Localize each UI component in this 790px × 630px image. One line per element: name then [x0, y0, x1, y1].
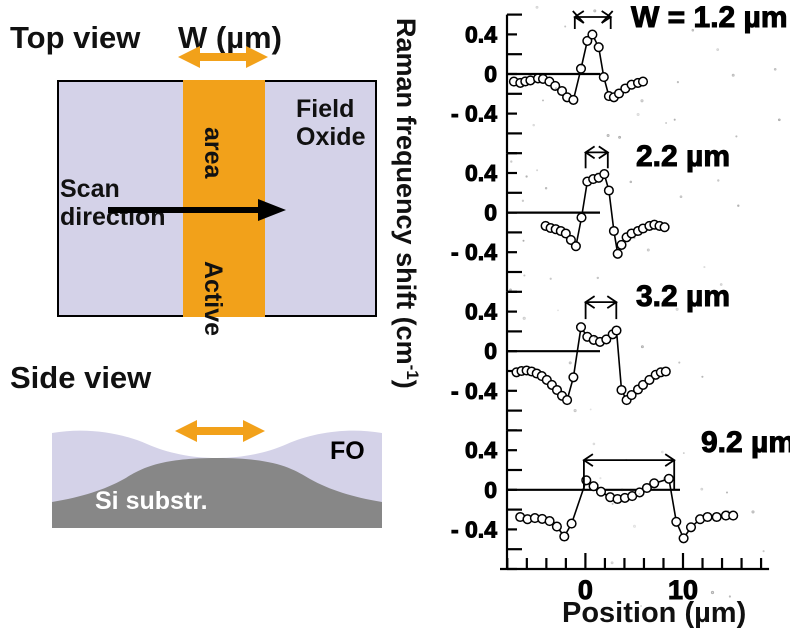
svg-text:0: 0: [484, 61, 497, 87]
svg-text:- 0.4: - 0.4: [451, 101, 497, 127]
svg-text:- 0.4: - 0.4: [451, 239, 497, 265]
svg-text:0.4: 0.4: [465, 160, 497, 186]
svg-text:2.2 µm: 2.2 µm: [636, 140, 730, 173]
svg-text:- 0.4: - 0.4: [451, 516, 497, 542]
svg-text:0: 0: [484, 200, 497, 226]
svg-text:10: 10: [668, 575, 698, 605]
svg-text:0: 0: [578, 575, 593, 605]
svg-text:0.4: 0.4: [465, 21, 497, 47]
svg-text:0.4: 0.4: [465, 437, 497, 463]
svg-text:9.2 µm: 9.2 µm: [701, 426, 790, 459]
svg-text:3.2 µm: 3.2 µm: [636, 280, 730, 313]
svg-text:0.4: 0.4: [465, 299, 497, 325]
svg-text:0: 0: [484, 477, 497, 503]
svg-text:W = 1.2 µm: W = 1.2 µm: [631, 1, 788, 34]
svg-text:0: 0: [484, 338, 497, 364]
svg-text:- 0.4: - 0.4: [451, 378, 497, 404]
